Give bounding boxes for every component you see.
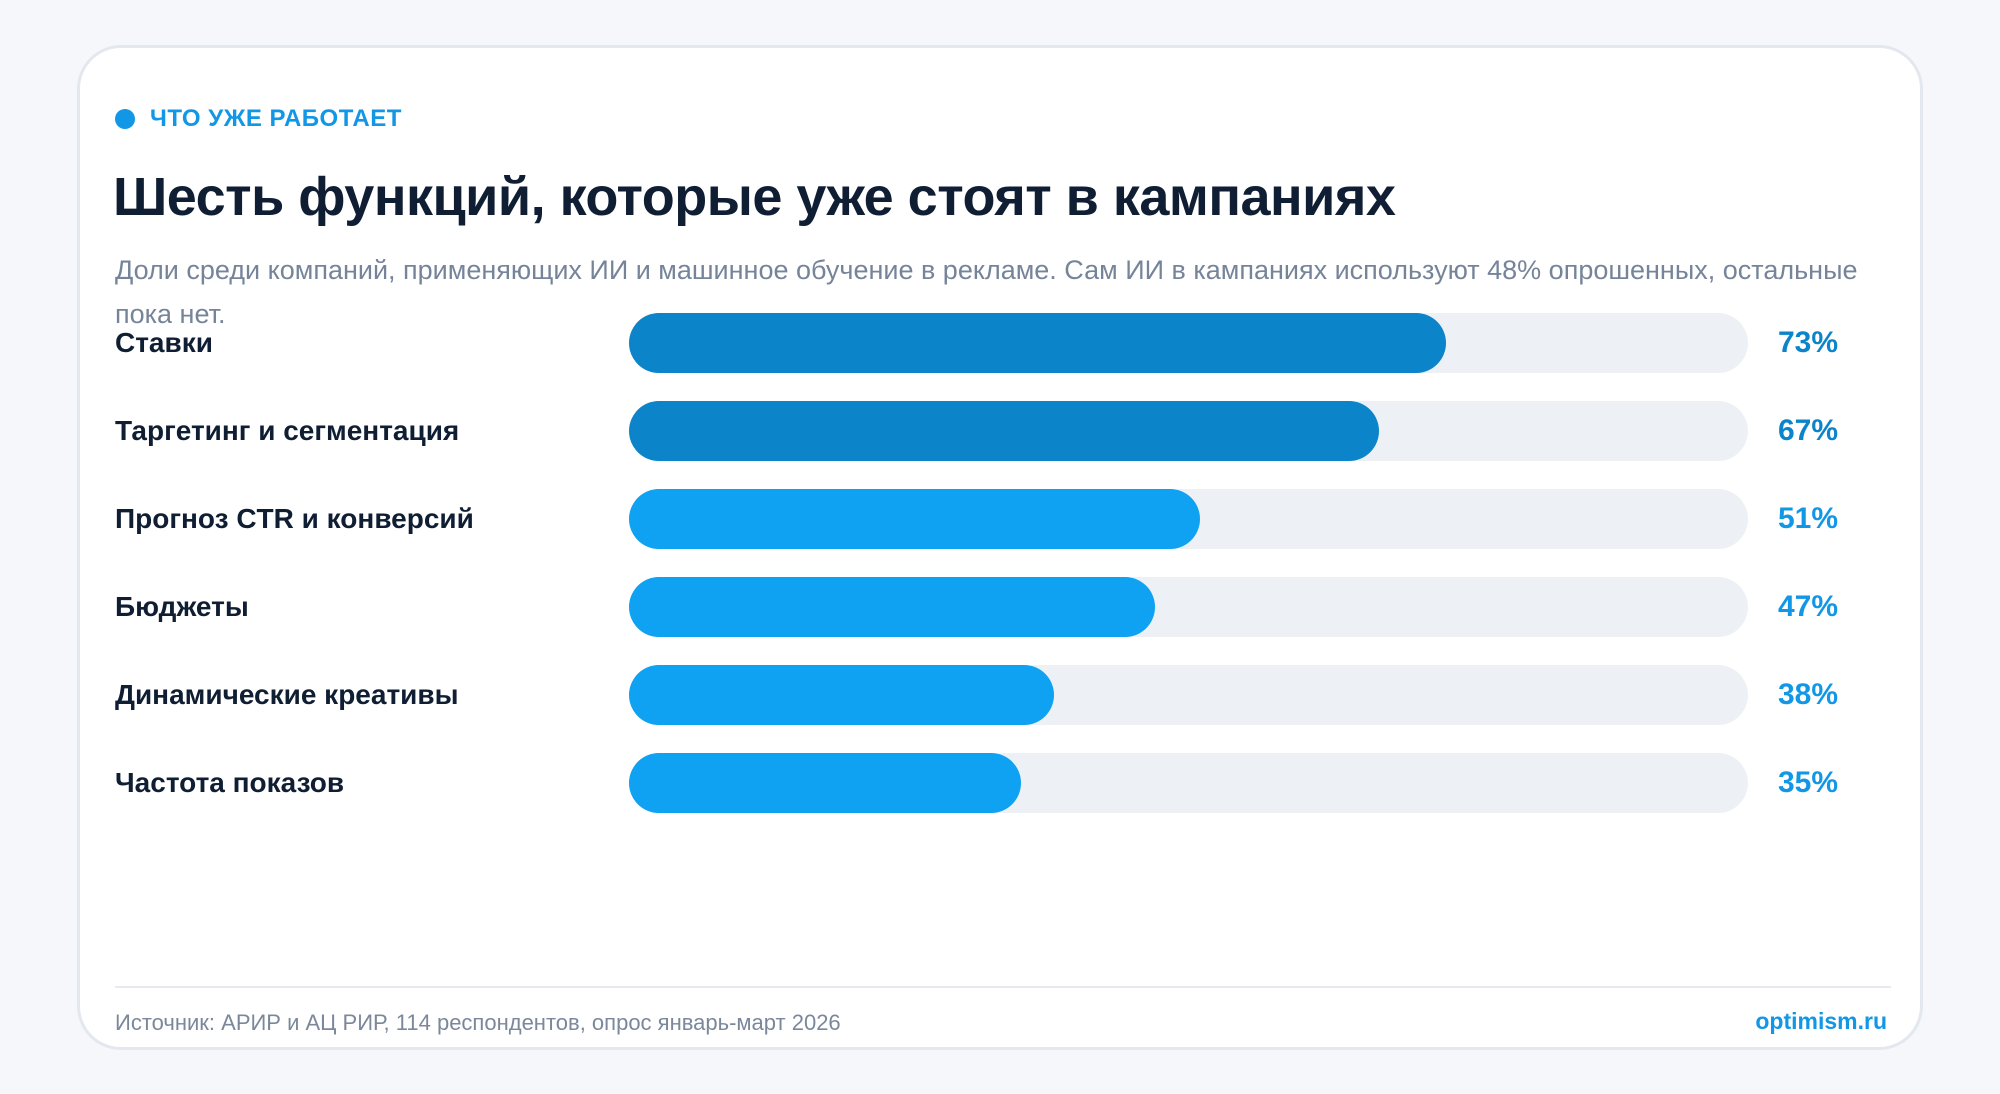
bar-value-label: 35%	[1778, 766, 1839, 799]
eyebrow-text: ЧТО УЖЕ РАБОТАЕТ	[150, 105, 402, 132]
chart-subtitle: Доли среди компаний, применяющих ИИ и ма…	[115, 255, 1858, 329]
chart-title: Шесть функций, которые уже стоят в кампа…	[113, 167, 1396, 227]
bar-value-label: 73%	[1778, 326, 1839, 359]
bar-chart: Ставки 73% Таргетинг и сегментация 67% Прогн…	[80, 48, 1926, 1053]
bar	[629, 577, 1155, 637]
brand-link[interactable]: optimism.ru	[1755, 1008, 1887, 1034]
bar-label: Бюджеты	[115, 591, 249, 622]
bar-label: Прогноз CTR и конверсий	[115, 503, 474, 534]
bar-track	[629, 577, 1748, 637]
bar-value-label: 67%	[1778, 414, 1839, 447]
bar	[629, 665, 1055, 725]
bar-track	[629, 753, 1748, 813]
footer-divider	[115, 986, 1891, 988]
bar-track	[629, 665, 1748, 725]
bar-value-label: 38%	[1778, 678, 1839, 711]
bar	[629, 489, 1200, 549]
bar-label: Таргетинг и сегментация	[115, 415, 460, 446]
bar-track	[629, 489, 1748, 549]
bar-label: Ставки	[115, 327, 213, 358]
bar-label: Динамические креативы	[115, 679, 459, 710]
bar	[629, 753, 1021, 813]
bar-track	[629, 313, 1748, 373]
bar-value-label: 47%	[1778, 590, 1839, 623]
eyebrow: ЧТО УЖЕ РАБОТАЕТ	[115, 105, 402, 133]
bar-track	[629, 401, 1748, 461]
bar	[629, 401, 1379, 461]
eyebrow-dot-icon	[115, 109, 135, 129]
bar-value-label: 51%	[1778, 502, 1839, 535]
bar-label: Частота показов	[115, 767, 345, 798]
source-note: Источник: АРИР и АЦ РИР, 114 респонденто…	[115, 1010, 841, 1035]
bar	[629, 313, 1446, 373]
card: ЧТО УЖЕ РАБОТАЕТ Шесть функций, которые …	[77, 45, 1923, 1050]
